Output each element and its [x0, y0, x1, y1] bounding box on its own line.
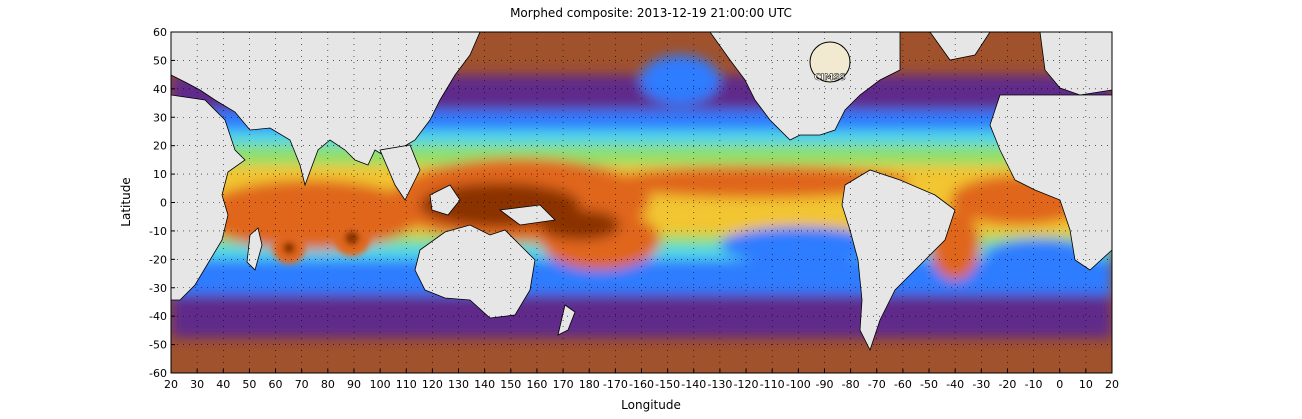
x-tick-label: 140: [474, 378, 495, 391]
x-tick-label: 180: [579, 378, 600, 391]
y-tick-label: 60: [153, 26, 167, 39]
cyclone-west-eye: [283, 242, 295, 254]
x-tick-label: 160: [526, 378, 547, 391]
x-tick-label: -20: [998, 378, 1016, 391]
y-tick-label: 50: [153, 54, 167, 67]
x-tick-label: 20: [164, 378, 178, 391]
y-tick-label: -60: [149, 367, 167, 380]
zone-pacific-itcz: [610, 166, 910, 198]
x-tick-label: -80: [842, 378, 860, 391]
x-tick-label: 130: [448, 378, 469, 391]
x-axis-label: Longitude: [621, 398, 681, 412]
land-africa: [171, 94, 246, 301]
x-tick-label: -140: [681, 378, 706, 391]
x-tick-label: -150: [655, 378, 680, 391]
x-tick-label: -120: [734, 378, 759, 391]
x-tick-label: -100: [786, 378, 811, 391]
land-europe-east: [1039, 32, 1112, 96]
x-tick-label: 110: [396, 378, 417, 391]
y-tick-label: 10: [153, 168, 167, 181]
land-south-america: [841, 169, 956, 352]
y-tick-label: 20: [153, 140, 167, 153]
zone-dry-north-pacific: [640, 55, 720, 105]
zone-dry-east-pacific: [720, 227, 880, 263]
x-tick-label: 30: [190, 378, 204, 391]
x-tick-label: -30: [972, 378, 990, 391]
y-tick-label: -30: [149, 282, 167, 295]
x-tick-label: -170: [603, 378, 628, 391]
land-new-zealand: [557, 304, 576, 336]
x-tick-label: 60: [269, 378, 283, 391]
y-axis-ticks: 60 50 40 30 20 10 0 -10 -20 -30 -40 -50 -60: [149, 26, 175, 380]
x-tick-label: -110: [760, 378, 785, 391]
x-tick-label: -70: [868, 378, 886, 391]
x-tick-label: -160: [629, 378, 654, 391]
x-tick-label: 20: [1105, 378, 1119, 391]
land-borneo: [429, 184, 461, 216]
y-tick-label: -50: [149, 339, 167, 352]
x-tick-label: -50: [920, 378, 938, 391]
x-tick-label: 120: [422, 378, 443, 391]
zone-core-pacific: [540, 210, 620, 240]
land-australia: [414, 224, 536, 319]
x-tick-label: 70: [295, 378, 309, 391]
y-tick-label: 0: [160, 197, 167, 210]
land-new-guinea: [498, 204, 556, 226]
x-tick-label: 150: [500, 378, 521, 391]
land-madagascar: [246, 227, 263, 271]
land-north-america: [709, 32, 901, 141]
x-tick-label: 50: [242, 378, 256, 391]
land-africa-east: [989, 94, 1112, 271]
x-tick-label: 0: [1056, 378, 1063, 391]
x-tick-label: -10: [1025, 378, 1043, 391]
x-tick-label: 80: [321, 378, 335, 391]
y-tick-label: 30: [153, 111, 167, 124]
x-tick-label: 10: [1079, 378, 1093, 391]
map-title: Morphed composite: 2013-12-19 21:00:00 U…: [510, 6, 792, 20]
x-tick-label: 40: [216, 378, 230, 391]
y-tick-label: -10: [149, 225, 167, 238]
y-tick-label: 40: [153, 83, 167, 96]
x-tick-label: -130: [707, 378, 732, 391]
zone-dry-south-atlantic: [985, 239, 1095, 271]
graticule: [171, 32, 1112, 373]
x-tick-label: -90: [815, 378, 833, 391]
zone-indian-ocean: [200, 180, 420, 250]
x-axis-ticks: 20 30 40 50 60 70 80 90 100 110 120 130 140 150 160 170…: [164, 369, 1119, 391]
cimss-logo: CIMSS: [809, 41, 851, 83]
x-tick-label: 90: [347, 378, 361, 391]
y-tick-label: -40: [149, 310, 167, 323]
x-tick-label: -40: [946, 378, 964, 391]
land: [171, 32, 1112, 352]
cimss-logo-text: CIMSS: [814, 73, 845, 83]
cyclone-east-eye: [345, 231, 359, 245]
x-tick-label: 170: [553, 378, 574, 391]
land-greenland: [929, 32, 991, 61]
x-tick-label: 100: [370, 378, 391, 391]
x-tick-label: -60: [894, 378, 912, 391]
y-tick-label: -20: [149, 253, 167, 266]
